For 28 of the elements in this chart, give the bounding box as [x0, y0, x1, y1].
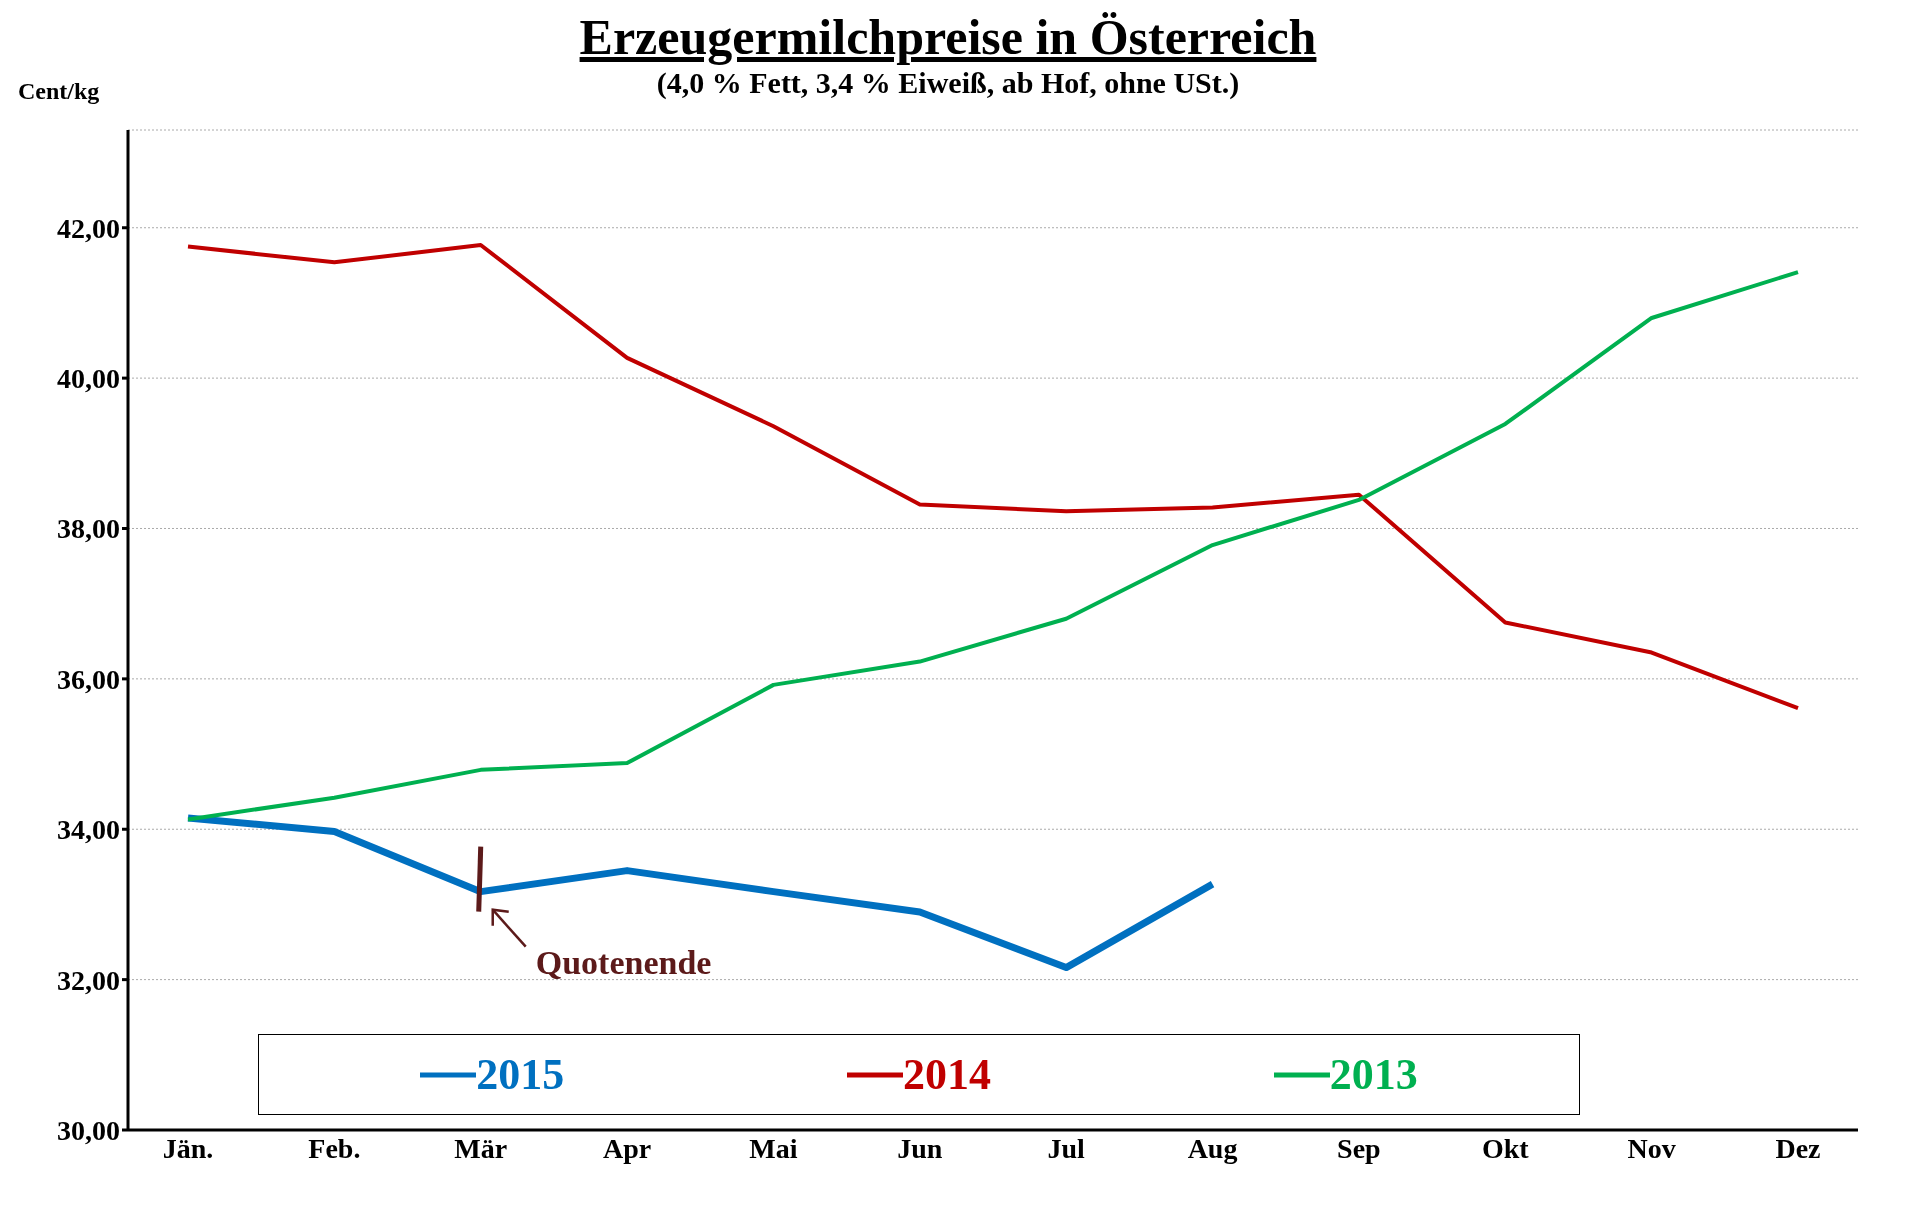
x-tick-label: Jul — [1047, 1132, 1086, 1164]
y-tick-label: 34,00 — [57, 814, 120, 846]
annotation: Quotenende — [535, 943, 712, 981]
chart-subtitle: (4,0 % Fett, 3,4 % Eiweiß, ab Hof, ohne USt.) — [656, 66, 1240, 99]
line-series — [186, 270, 1800, 822]
y-axis-title: Cent/kg — [18, 78, 100, 105]
y-tick-label: 30,00 — [57, 1114, 120, 1146]
y-tick-label: 36,00 — [57, 663, 120, 695]
x-tick-label: Mär — [454, 1132, 508, 1164]
x-tick-label: Aug — [1187, 1132, 1238, 1164]
x-tick-label: Okt — [1481, 1132, 1530, 1164]
legend-label: 2015 — [476, 1049, 565, 1100]
legend-label: 2013 — [1329, 1049, 1418, 1100]
x-tick-label: Apr — [602, 1132, 652, 1164]
x-tick-label: Sep — [1337, 1132, 1381, 1164]
x-tick-label: Feb. — [308, 1132, 361, 1164]
y-tick-label: 38,00 — [57, 513, 120, 545]
legend-label: 2014 — [902, 1049, 991, 1100]
x-tick-label: Nov — [1627, 1132, 1676, 1164]
x-tick-label: Jun — [897, 1132, 943, 1164]
x-tick-label: Mai — [749, 1132, 798, 1164]
y-tick-label: 40,00 — [57, 363, 120, 395]
line-series — [186, 243, 1800, 711]
y-tick-label: 32,00 — [57, 964, 120, 996]
x-tick-label: Dez — [1775, 1132, 1821, 1164]
y-tick-label: 42,00 — [57, 212, 120, 244]
x-tick-label: Jän. — [162, 1132, 214, 1164]
chart-title: Erzeugermilchpreise in Österreich — [578, 8, 1318, 66]
